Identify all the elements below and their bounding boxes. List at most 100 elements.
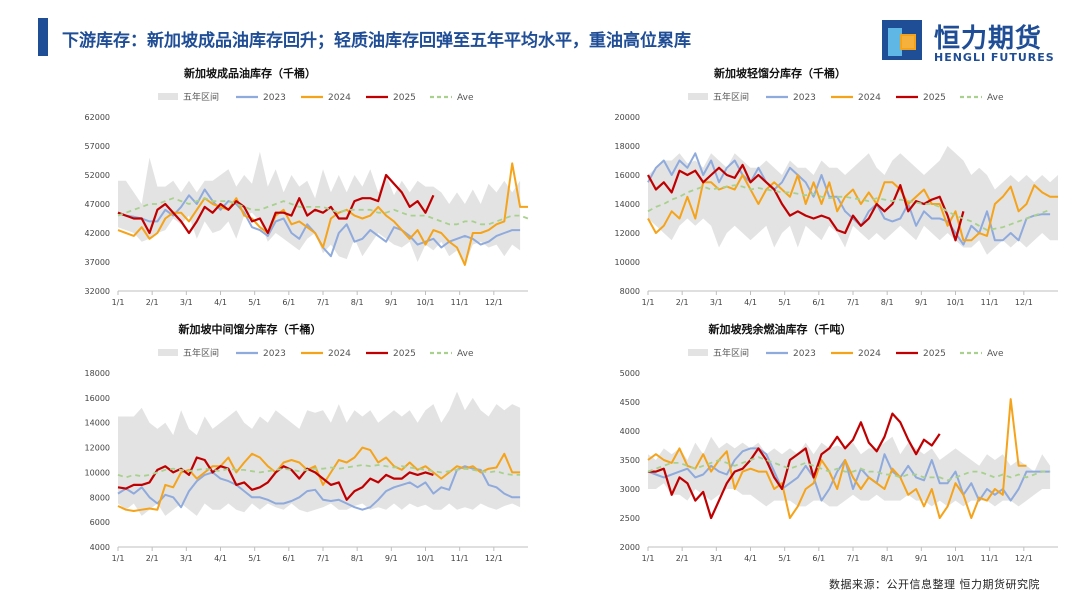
x-tick-label: 4/1 bbox=[214, 298, 227, 307]
y-tick-label: 14000 bbox=[85, 419, 110, 428]
legend-label: 五年区间 bbox=[183, 91, 219, 103]
legend-item-range: 五年区间 bbox=[688, 91, 749, 103]
x-tick-label: 4/1 bbox=[744, 298, 757, 307]
legend-item-ave: Ave bbox=[430, 93, 474, 103]
x-tick-label: 8/1 bbox=[351, 554, 364, 563]
x-tick-label: 9/1 bbox=[915, 298, 928, 307]
legend-swatch bbox=[158, 349, 178, 356]
y-tick-label: 52000 bbox=[85, 171, 110, 180]
x-tick-label: 3/1 bbox=[180, 554, 193, 563]
y-tick-label: 4000 bbox=[620, 427, 640, 436]
x-tick-label: 7/1 bbox=[847, 554, 860, 563]
legend-label: 2023 bbox=[263, 349, 286, 359]
series-line-2024 bbox=[647, 174, 1058, 242]
y-tick-label: 12000 bbox=[615, 229, 640, 238]
y-tick-label: 62000 bbox=[85, 113, 110, 122]
legend-label: 2024 bbox=[328, 93, 351, 103]
series-line-2025 bbox=[117, 173, 435, 235]
chart-svg: 新加坡轻馏分库存（千桶） 五年区间 2023 2024 2025 Ave 8000 10000… bbox=[615, 66, 1058, 307]
legend-item-range: 五年区间 bbox=[688, 347, 749, 359]
legend-label: 2023 bbox=[793, 349, 816, 359]
x-tick-label: 7/1 bbox=[847, 298, 860, 307]
x-tick-label: 1/1 bbox=[112, 554, 125, 563]
legend-label: 2025 bbox=[393, 93, 416, 103]
legend-label: 2024 bbox=[328, 349, 351, 359]
series-line-2025 bbox=[648, 412, 941, 520]
x-tick-label: 8/1 bbox=[881, 298, 894, 307]
chart-svg: 新加坡中间馏分库存（千桶） 五年区间 2023 2024 2025 Ave 4000 6000… bbox=[85, 322, 528, 563]
x-tick-label: 7/1 bbox=[317, 298, 330, 307]
y-tick-label: 14000 bbox=[615, 200, 640, 209]
chart-title: 新加坡中间馏分库存（千桶） bbox=[179, 322, 322, 336]
legend-swatch bbox=[688, 93, 708, 100]
legend-item-2025: 2025 bbox=[896, 93, 946, 103]
y-tick-label: 57000 bbox=[85, 142, 110, 151]
x-tick-label: 11/1 bbox=[451, 298, 469, 307]
chart-svg: 新加坡残余燃油库存（千吨） 五年区间 2023 2024 2025 Ave 2000 2500… bbox=[620, 322, 1058, 563]
y-tick-label: 12000 bbox=[85, 444, 110, 453]
legend-label: Ave bbox=[987, 93, 1004, 103]
series-line-ave bbox=[647, 456, 1051, 482]
chart-svg: 新加坡成品油库存（千桶） 五年区间 2023 2024 2025 Ave 32000 3700… bbox=[85, 66, 529, 307]
chart-singapore-middle-distillates: 新加坡中间馏分库存（千桶） 五年区间 2023 2024 2025 Ave 4000 6000… bbox=[10, 318, 540, 578]
legend-label: 2023 bbox=[263, 93, 286, 103]
legend-item-2023: 2023 bbox=[236, 93, 286, 103]
x-tick-label: 2/1 bbox=[676, 298, 689, 307]
y-tick-label: 4500 bbox=[620, 398, 640, 407]
legend-item-ave: Ave bbox=[960, 93, 1004, 103]
x-tick-label: 6/1 bbox=[282, 554, 295, 563]
x-tick-label: 3/1 bbox=[180, 298, 193, 307]
y-tick-label: 16000 bbox=[615, 171, 640, 180]
y-tick-label: 37000 bbox=[85, 258, 110, 267]
y-tick-label: 8000 bbox=[620, 287, 640, 296]
y-tick-label: 42000 bbox=[85, 229, 110, 238]
legend-item-2024: 2024 bbox=[301, 349, 351, 359]
five-year-range-band bbox=[118, 151, 521, 265]
legend-label: 2025 bbox=[923, 93, 946, 103]
legend-item-2025: 2025 bbox=[366, 349, 416, 359]
legend-item-range: 五年区间 bbox=[158, 91, 219, 103]
x-tick-label: 8/1 bbox=[881, 554, 894, 563]
x-tick-label: 7/1 bbox=[317, 554, 330, 563]
y-tick-label: 8000 bbox=[90, 493, 110, 502]
y-tick-label: 3500 bbox=[620, 456, 640, 465]
legend-item-2024: 2024 bbox=[831, 93, 881, 103]
x-tick-label: 10/1 bbox=[417, 554, 435, 563]
x-tick-label: 12/1 bbox=[485, 554, 503, 563]
x-tick-label: 6/1 bbox=[282, 298, 295, 307]
x-tick-label: 6/1 bbox=[812, 298, 825, 307]
legend-label: 五年区间 bbox=[713, 347, 749, 359]
legend-item-ave: Ave bbox=[430, 349, 474, 359]
x-tick-label: 10/1 bbox=[947, 298, 965, 307]
x-tick-label: 1/1 bbox=[642, 298, 655, 307]
y-tick-label: 10000 bbox=[615, 258, 640, 267]
y-tick-label: 10000 bbox=[85, 468, 110, 477]
company-logo: 恒力期货 HENGLI FUTURES bbox=[882, 14, 1054, 68]
legend-item-2025: 2025 bbox=[366, 93, 416, 103]
legend-label: 2024 bbox=[858, 93, 881, 103]
x-tick-label: 4/1 bbox=[744, 554, 757, 563]
legend-item-2023: 2023 bbox=[766, 93, 816, 103]
series-line-2025 bbox=[117, 456, 434, 501]
y-tick-label: 6000 bbox=[90, 518, 110, 527]
legend-label: Ave bbox=[987, 349, 1004, 359]
page-title: 下游库存：新加坡成品油库存回升；轻质油库存回弹至五年平均水平，重油高位累库 bbox=[62, 31, 691, 51]
legend-label: 2023 bbox=[793, 93, 816, 103]
chart-singapore-light-distillates: 新加坡轻馏分库存（千桶） 五年区间 2023 2024 2025 Ave 8000 10000… bbox=[540, 62, 1070, 322]
series-line-2024 bbox=[647, 398, 1027, 519]
slide-header: 下游库存：新加坡成品油库存回升；轻质油库存回弹至五年平均水平，重油高位累库 恒力… bbox=[0, 0, 1080, 70]
x-tick-label: 10/1 bbox=[947, 554, 965, 563]
x-tick-label: 5/1 bbox=[778, 298, 791, 307]
x-tick-label: 2/1 bbox=[146, 554, 159, 563]
y-tick-label: 47000 bbox=[85, 200, 110, 209]
data-source-note: 数据来源：公开信息整理 恒力期货研究院 bbox=[829, 578, 1040, 591]
x-tick-label: 5/1 bbox=[248, 554, 261, 563]
legend-item-2023: 2023 bbox=[236, 349, 286, 359]
series-line-2023 bbox=[117, 465, 521, 511]
legend-item-2023: 2023 bbox=[766, 349, 816, 359]
y-tick-label: 5000 bbox=[620, 369, 640, 378]
x-tick-label: 11/1 bbox=[981, 554, 999, 563]
chart-singapore-residual-fuel: 新加坡残余燃油库存（千吨） 五年区间 2023 2024 2025 Ave 2000 2500… bbox=[540, 318, 1070, 578]
x-tick-label: 3/1 bbox=[710, 554, 723, 563]
legend-label: 2025 bbox=[923, 349, 946, 359]
